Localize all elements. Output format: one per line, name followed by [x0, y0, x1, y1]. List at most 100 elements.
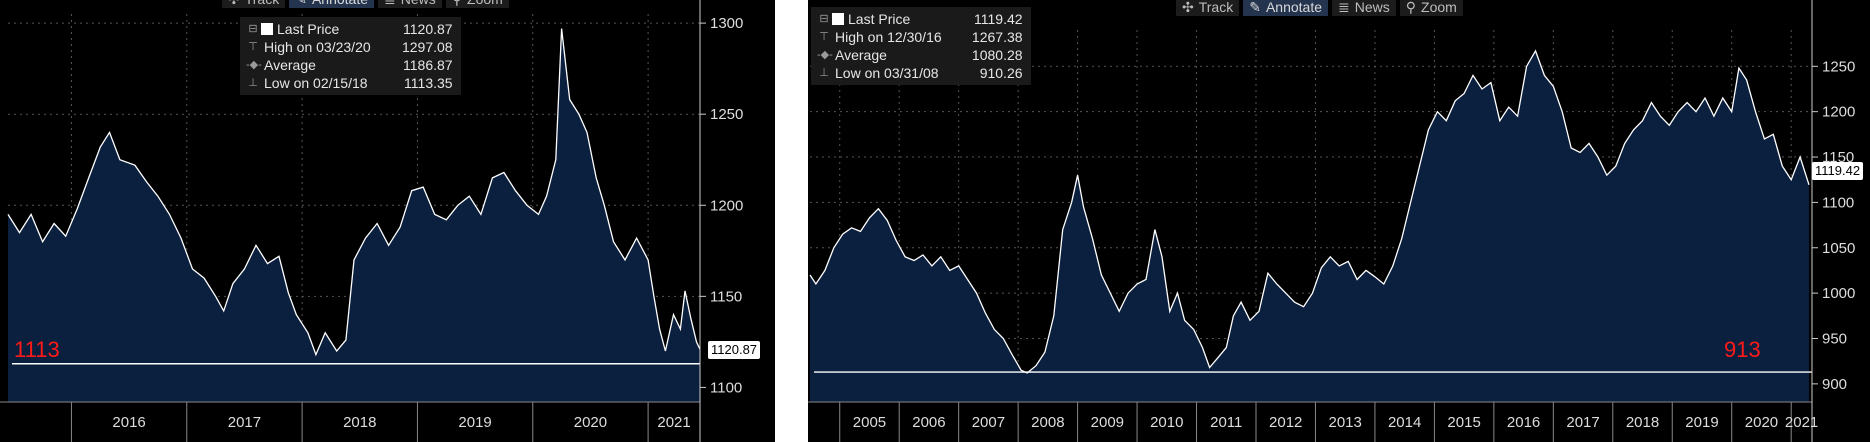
- crosshair-icon: ✣: [1182, 0, 1194, 15]
- y-tick-label: 1150: [710, 288, 742, 305]
- y-tick-label: 1200: [710, 197, 743, 214]
- series-swatch: [832, 13, 844, 25]
- news-button[interactable]: ≣ News: [1332, 0, 1396, 16]
- legend-value: 910.26: [979, 65, 1023, 81]
- news-icon: ≣: [384, 0, 396, 7]
- legend-label: Average: [835, 47, 887, 63]
- track-label: Track: [245, 0, 279, 7]
- track-button[interactable]: ✣ Track: [1176, 0, 1240, 16]
- legend-label: Last Price: [848, 11, 911, 27]
- legend-label: High on 03/23/20: [264, 39, 371, 55]
- legend-average: -◆- Average 1080.28: [817, 46, 1023, 64]
- x-tick-label: 2011: [1210, 414, 1242, 431]
- crosshair-icon: ✣: [228, 0, 240, 7]
- y-tick-label: 1100: [1822, 194, 1854, 211]
- y-tick-label: 1250: [1822, 58, 1855, 75]
- legend-value: 1120.87: [403, 21, 453, 37]
- high-marker-icon: ⊤: [819, 31, 829, 43]
- x-tick-label: 2009: [1091, 414, 1124, 431]
- right-chart-panel: 900 950 1000 1050 1100 1150 1200 1250 2005 2006 20…: [808, 0, 1870, 442]
- y-tick-label: 1200: [1822, 104, 1855, 121]
- x-tick-label: 2014: [1388, 414, 1421, 431]
- x-tick-label: 2010: [1150, 414, 1183, 431]
- legend-last-price: ⊟ Last Price 1119.42: [817, 10, 1023, 28]
- x-tick-label: 2013: [1329, 414, 1362, 431]
- zoom-label: Zoom: [467, 0, 503, 7]
- annotate-label: Annotate: [312, 0, 368, 7]
- legend-low: ⊥ Low on 03/31/08 910.26: [817, 64, 1023, 82]
- annotate-button[interactable]: ✎ Annotate: [289, 0, 375, 8]
- collapse-icon[interactable]: ⊟: [819, 13, 829, 25]
- magnifier-icon: ⚲: [452, 0, 462, 7]
- legend-value: 1267.38: [971, 29, 1023, 45]
- x-tick-label: 2020: [574, 414, 607, 431]
- y-tick-label: 1250: [710, 106, 743, 123]
- news-icon: ≣: [1338, 0, 1350, 15]
- average-marker-icon: -◆-: [246, 59, 262, 71]
- x-tick-label: 2006: [912, 414, 945, 431]
- x-tick-label: 2021: [657, 414, 690, 431]
- pen-icon: ✎: [1249, 0, 1261, 15]
- y-tick-label: 950: [1822, 330, 1847, 347]
- low-marker-icon: ⊥: [248, 77, 258, 89]
- low-annotation: 913: [1724, 337, 1761, 362]
- y-tick-label: 1300: [710, 15, 743, 32]
- x-tick-label: 2019: [1685, 414, 1718, 431]
- collapse-icon[interactable]: ⊟: [248, 23, 258, 35]
- chart-toolbar: ✣ Track ✎ Annotate ≣ News ⚲ Zoom: [1176, 0, 1463, 16]
- news-button[interactable]: ≣ News: [378, 0, 442, 8]
- news-label: News: [401, 0, 436, 7]
- last-price-tag: 1119.42: [1812, 162, 1864, 180]
- x-tick-label: 2005: [853, 414, 886, 431]
- x-tick-label: 2016: [112, 414, 145, 431]
- legend-last-price: ⊟ Last Price 1120.87: [246, 20, 453, 38]
- track-label: Track: [1198, 0, 1234, 15]
- x-tick-label: 2019: [458, 414, 491, 431]
- annotate-label: Annotate: [1265, 0, 1323, 15]
- left-chart: 1100 1150 1200 1250 1300 2016 2017 2018 2019 2020…: [0, 0, 743, 442]
- right-chart: 900 950 1000 1050 1100 1150 1200 1250 2005 2006 20…: [808, 0, 1855, 442]
- zoom-button[interactable]: ⚲ Zoom: [445, 0, 509, 8]
- legend-label: Low on 03/31/08: [835, 65, 939, 81]
- last-price-tag: 1120.87: [708, 341, 761, 359]
- y-tick-label: 900: [1822, 376, 1847, 393]
- legend-label: High on 12/30/16: [835, 29, 942, 45]
- legend-value: 1297.08: [401, 39, 453, 55]
- track-button[interactable]: ✣ Track: [222, 0, 286, 8]
- annotate-button[interactable]: ✎ Annotate: [1243, 0, 1329, 16]
- legend-value: 1113.35: [404, 75, 453, 91]
- series-line: [7, 28, 701, 357]
- series-line: [809, 49, 1810, 374]
- legend-value: 1186.87: [403, 57, 453, 73]
- legend-value: 1119.42: [974, 11, 1023, 27]
- x-tick-label: 2008: [1031, 414, 1064, 431]
- x-tick-label: 2012: [1269, 414, 1302, 431]
- y-tick-label: 1100: [710, 379, 742, 396]
- low-annotation: 1113: [14, 337, 60, 362]
- legend-label: Average: [264, 57, 316, 73]
- x-tick-label: 2015: [1447, 414, 1480, 431]
- legend-label: Low on 02/15/18: [264, 75, 368, 91]
- left-chart-panel: 1100 1150 1200 1250 1300 2016 2017 2018 2019 2020…: [0, 0, 775, 442]
- chart-legend: ⊟ Last Price 1119.42 ⊤ High on 12/30/16 …: [811, 7, 1031, 85]
- series-area: [8, 28, 700, 402]
- y-tick-label: 1050: [1822, 240, 1855, 257]
- x-tick-label: 2018: [343, 414, 376, 431]
- y-tick-label: 1000: [1822, 285, 1855, 302]
- series-area: [810, 50, 1809, 403]
- low-marker-icon: ⊥: [819, 67, 829, 79]
- y-tick-label: 1150: [1822, 149, 1854, 166]
- average-marker-icon: -◆-: [817, 49, 833, 61]
- legend-high: ⊤ High on 12/30/16 1267.38: [817, 28, 1023, 46]
- legend-average: -◆- Average 1186.87: [246, 56, 453, 74]
- x-tick-label: 2017: [1566, 414, 1599, 431]
- chart-toolbar: ✣ Track ✎ Annotate ≣ News ⚲ Zoom: [222, 0, 509, 8]
- chart-legend: ⊟ Last Price 1120.87 ⊤ High on 03/23/20 …: [240, 17, 461, 95]
- news-label: News: [1354, 0, 1390, 15]
- x-tick-label: 2007: [972, 414, 1005, 431]
- zoom-label: Zoom: [1421, 0, 1457, 15]
- zoom-button[interactable]: ⚲ Zoom: [1399, 0, 1463, 16]
- legend-high: ⊤ High on 03/23/20 1297.08: [246, 38, 453, 56]
- x-tick-label: 2016: [1507, 414, 1540, 431]
- x-tick-label: 2017: [228, 414, 261, 431]
